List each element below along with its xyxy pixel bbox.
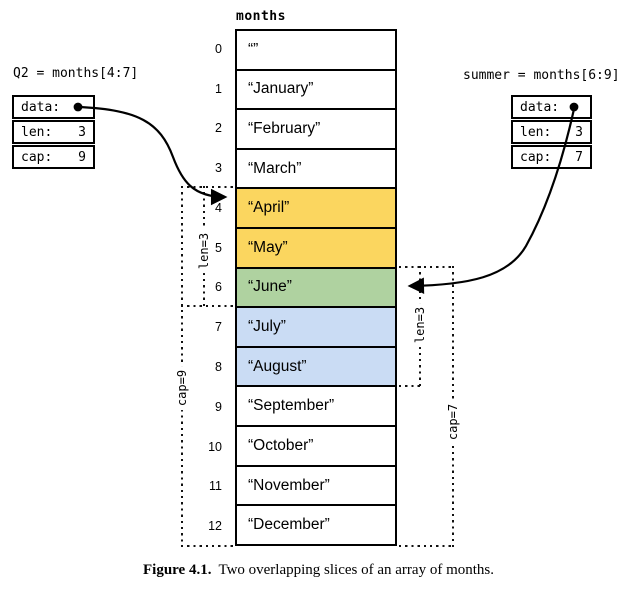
summer-len-field-value: 3 xyxy=(575,124,583,140)
summer-len-field-name: len: xyxy=(520,124,552,140)
cell-value: “December” xyxy=(248,516,330,534)
cell-value: “” xyxy=(248,40,259,58)
array-cell: “July” xyxy=(237,308,395,348)
cell-value: “May” xyxy=(248,238,288,256)
array-cell: “September” xyxy=(237,387,395,428)
q2-cap-field-name: cap: xyxy=(21,149,53,165)
cell-index: 10 xyxy=(208,439,222,454)
cell-value: “July” xyxy=(248,318,286,336)
array-cell: “November” xyxy=(237,466,395,507)
cell-index: 12 xyxy=(208,519,222,534)
cell-index: 9 xyxy=(215,399,222,414)
summer-slice-struct: summer = months[6:9] data: len: 3 cap: 7 xyxy=(463,68,620,169)
q2-cap-row: cap: 9 xyxy=(12,145,95,169)
cell-index: 2 xyxy=(215,121,222,136)
cell-index: 8 xyxy=(215,360,222,374)
right-cap-label: cap=7 xyxy=(445,399,461,445)
cell-index: 0 xyxy=(215,41,222,56)
cell-value: “April” xyxy=(248,199,290,217)
array-cell: “June” xyxy=(237,268,395,309)
array-cell: “October” xyxy=(237,427,395,467)
cell-index: 11 xyxy=(209,479,222,494)
cell-value: “October” xyxy=(248,436,314,454)
left-cap-label: cap=9 xyxy=(174,365,190,411)
summer-slice-box: data: len: 3 cap: 7 xyxy=(511,95,592,170)
right-bracket-top-line xyxy=(399,266,454,269)
q2-len-field-name: len: xyxy=(21,124,53,140)
left-cap-bracket-bottom-line xyxy=(181,545,235,548)
q2-slice-label: Q2 = months[4:7] xyxy=(13,66,139,81)
cell-value: “September” xyxy=(248,397,335,415)
q2-len-row: len: 3 xyxy=(12,120,95,144)
array-title: months xyxy=(236,9,286,24)
summer-cap-row: cap: 7 xyxy=(511,145,592,169)
cell-value: “February” xyxy=(248,120,321,138)
left-len-label: len=3 xyxy=(196,228,212,274)
array-cell: “December” xyxy=(237,506,395,544)
cell-index: 5 xyxy=(215,240,222,255)
cell-index: 7 xyxy=(215,320,222,335)
right-len-bracket-bottom-line xyxy=(399,385,422,388)
cell-value: “March” xyxy=(248,159,302,177)
array-cell: “May” xyxy=(237,229,395,269)
cell-index: 4 xyxy=(215,200,222,215)
array-cell: “January” xyxy=(237,70,395,111)
array-cell: “August” xyxy=(237,347,395,388)
right-len-label: len=3 xyxy=(412,302,428,348)
summer-cap-field-name: cap: xyxy=(520,149,552,165)
caption-figure-number: Figure 4.1. xyxy=(142,562,212,578)
left-bracket-top-line xyxy=(181,186,235,189)
right-cap-bracket-bottom-line xyxy=(399,545,454,548)
caption-text: Two overlapping slices of an array of mo… xyxy=(218,562,494,578)
cell-value: “August” xyxy=(248,357,307,375)
q2-data-row: data: xyxy=(12,95,95,119)
cell-value: “January” xyxy=(248,80,314,98)
q2-cap-field-value: 9 xyxy=(78,149,86,165)
summer-slice-label: summer = months[6:9] xyxy=(463,68,620,83)
array-cell: “February” xyxy=(237,110,395,150)
cell-index: 6 xyxy=(215,280,222,295)
cell-value: “November” xyxy=(248,476,330,494)
q2-len-field-value: 3 xyxy=(78,124,86,140)
left-len-bracket-bottom-line xyxy=(181,305,235,308)
summer-data-row: data: xyxy=(511,95,592,119)
summer-data-field-name: data: xyxy=(520,99,560,115)
months-array: “” “January” “February” “March” “April” “May”… xyxy=(235,29,397,546)
q2-slice-struct: Q2 = months[4:7] data: len: 3 cap: 9 xyxy=(12,66,139,169)
summer-cap-field-value: 7 xyxy=(575,149,583,165)
array-cell: “March” xyxy=(237,149,395,190)
cell-index: 3 xyxy=(215,161,222,176)
array-cell: “” xyxy=(237,31,395,71)
summer-len-row: len: 3 xyxy=(511,120,592,144)
cell-index: 1 xyxy=(215,81,222,96)
cell-value: “June” xyxy=(248,278,292,296)
figure-caption: Figure 4.1. Two overlapping slices of an … xyxy=(0,562,637,579)
q2-data-field-name: data: xyxy=(21,99,61,115)
array-cell: “April” xyxy=(237,189,395,230)
q2-slice-box: data: len: 3 cap: 9 xyxy=(12,95,95,170)
